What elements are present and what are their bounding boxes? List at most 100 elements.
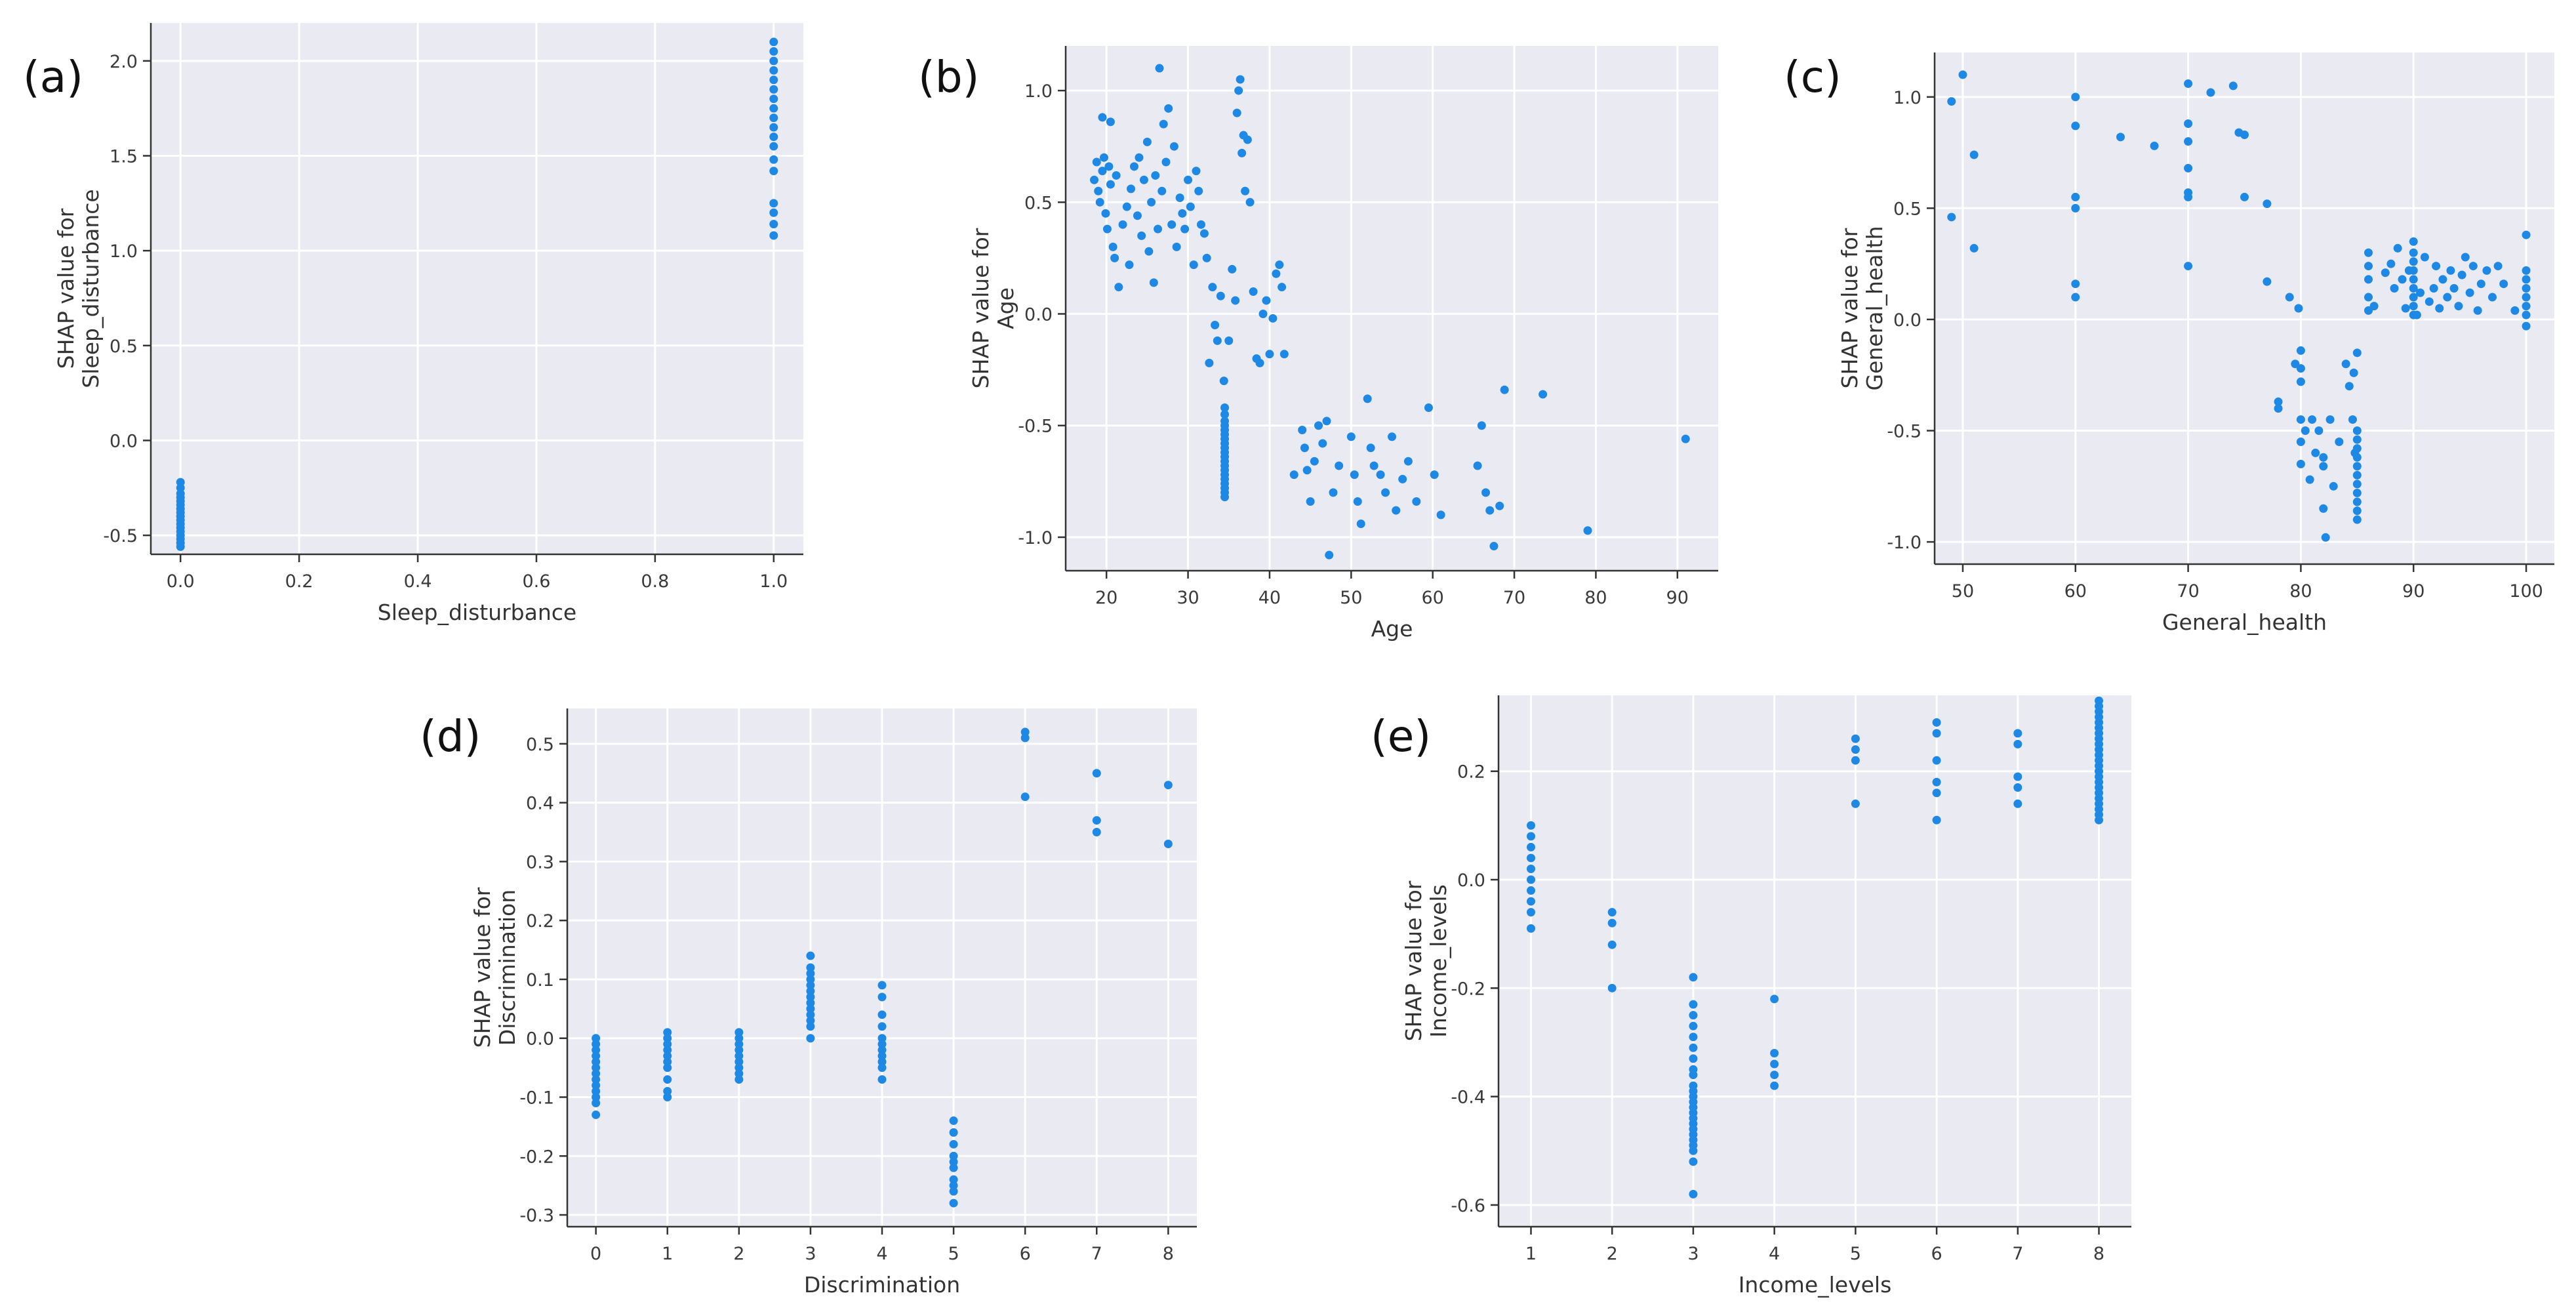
data-point bbox=[1144, 247, 1154, 256]
plot-background bbox=[1499, 695, 2131, 1227]
data-point bbox=[2294, 304, 2303, 313]
data-point bbox=[1689, 1033, 1698, 1042]
panel-label: (b) bbox=[918, 52, 979, 102]
data-point bbox=[1106, 180, 1115, 189]
data-point bbox=[1127, 184, 1135, 194]
data-point bbox=[1098, 113, 1107, 122]
data-point bbox=[1346, 432, 1356, 441]
x-tick-label: 90 bbox=[2402, 581, 2425, 602]
data-point bbox=[1169, 142, 1178, 151]
data-point bbox=[2352, 453, 2362, 462]
data-point bbox=[735, 1040, 744, 1049]
y-axis-title-line: SHAP value for bbox=[470, 887, 495, 1048]
data-point bbox=[1318, 439, 1327, 448]
data-point bbox=[2409, 293, 2418, 302]
data-point bbox=[1164, 104, 1173, 113]
data-point bbox=[877, 1057, 887, 1067]
data-point bbox=[1689, 1021, 1698, 1031]
data-point bbox=[2352, 444, 2362, 453]
data-point bbox=[1392, 506, 1401, 515]
x-tick-label: 70 bbox=[1503, 588, 1525, 608]
data-point bbox=[2454, 302, 2463, 311]
data-point bbox=[2398, 275, 2407, 284]
data-point bbox=[1473, 461, 1482, 470]
data-point bbox=[735, 1046, 744, 1055]
data-point bbox=[2013, 783, 2023, 792]
data-point bbox=[1243, 135, 1252, 144]
x-tick-label: 4 bbox=[1769, 1244, 1780, 1264]
y-tick-label: 0.0 bbox=[1893, 310, 1922, 331]
data-point bbox=[2352, 462, 2362, 471]
data-point bbox=[1526, 842, 1535, 851]
data-point bbox=[2438, 275, 2447, 284]
data-point bbox=[769, 167, 778, 176]
data-point bbox=[1180, 224, 1190, 234]
data-point bbox=[806, 1022, 815, 1031]
data-point bbox=[2184, 137, 2193, 146]
data-point bbox=[176, 542, 185, 551]
data-point bbox=[1322, 417, 1331, 426]
y-tick-label: 0.4 bbox=[526, 794, 554, 814]
data-point bbox=[592, 1069, 601, 1078]
data-point bbox=[592, 1052, 601, 1061]
data-point bbox=[2296, 415, 2305, 424]
data-point bbox=[949, 1187, 958, 1196]
data-point bbox=[2522, 230, 2531, 239]
data-point bbox=[2352, 480, 2362, 489]
data-point bbox=[2429, 283, 2438, 293]
y-axis-title-line: Discrimination bbox=[494, 890, 520, 1046]
data-point bbox=[2409, 302, 2418, 311]
data-point bbox=[769, 123, 778, 132]
data-point bbox=[1149, 278, 1158, 287]
data-point bbox=[592, 1034, 601, 1043]
data-point bbox=[1139, 175, 1148, 184]
data-point bbox=[2390, 283, 2399, 293]
data-point bbox=[1689, 1054, 1698, 1063]
data-point bbox=[2228, 81, 2238, 91]
data-point bbox=[2522, 302, 2531, 311]
data-point bbox=[2409, 310, 2418, 319]
data-point bbox=[1689, 1189, 1698, 1198]
data-point bbox=[2465, 288, 2474, 297]
data-point bbox=[663, 1093, 672, 1101]
data-point bbox=[2482, 266, 2491, 275]
data-point bbox=[877, 1063, 887, 1073]
data-point bbox=[2296, 346, 2305, 355]
data-point bbox=[949, 1163, 958, 1172]
data-point bbox=[1770, 1049, 1779, 1058]
data-point bbox=[1681, 434, 1690, 443]
data-point bbox=[1932, 788, 1941, 798]
x-tick-label: 0.8 bbox=[641, 571, 669, 592]
data-point bbox=[1234, 86, 1243, 95]
data-point bbox=[2296, 459, 2305, 468]
data-point bbox=[1194, 186, 1203, 195]
x-tick-label: 40 bbox=[1258, 588, 1281, 608]
plot-background bbox=[151, 23, 803, 554]
y-tick-label: 0.2 bbox=[1457, 762, 1485, 783]
data-point bbox=[1500, 385, 1509, 394]
data-point bbox=[2352, 435, 2362, 444]
data-point bbox=[2206, 88, 2215, 97]
data-point bbox=[769, 231, 778, 240]
data-point bbox=[2329, 481, 2338, 491]
x-tick-label: 60 bbox=[1422, 588, 1444, 608]
data-point bbox=[2416, 288, 2425, 297]
data-point bbox=[877, 1046, 887, 1055]
data-point bbox=[769, 85, 778, 94]
data-point bbox=[592, 1098, 601, 1107]
data-point bbox=[1265, 350, 1274, 359]
data-point bbox=[1199, 229, 1209, 238]
data-point bbox=[2369, 302, 2379, 311]
data-point bbox=[1489, 542, 1499, 551]
data-point bbox=[1161, 157, 1171, 167]
data-point bbox=[1094, 186, 1103, 195]
data-point bbox=[1325, 550, 1334, 560]
data-point bbox=[1228, 264, 1237, 274]
x-tick-label: 7 bbox=[1091, 1244, 1102, 1264]
data-point bbox=[1300, 443, 1309, 453]
data-point bbox=[1118, 220, 1127, 229]
x-tick-label: 90 bbox=[1666, 588, 1689, 608]
data-point bbox=[2352, 426, 2362, 436]
data-point bbox=[1289, 470, 1298, 480]
